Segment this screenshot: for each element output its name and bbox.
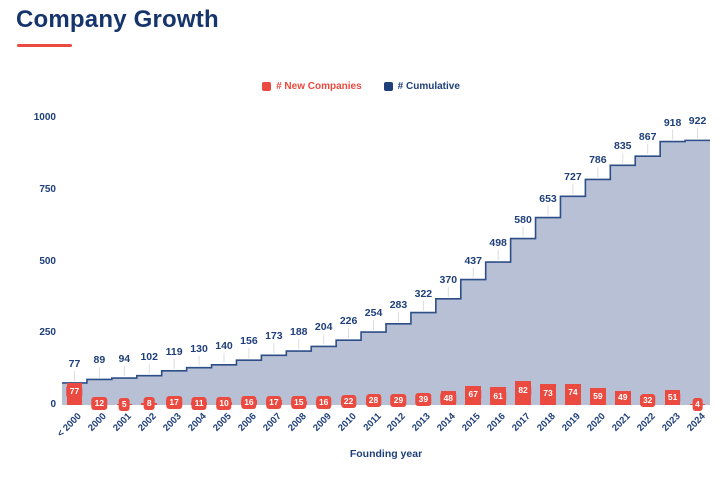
new-companies-value-2016: 61 xyxy=(490,389,506,403)
new-companies-value-2003: 17 xyxy=(166,396,182,410)
cumulative-label-2007: 173 xyxy=(265,330,283,343)
new-companies-value-2022: 32 xyxy=(639,393,656,407)
cumulative-label-2024: 922 xyxy=(688,115,707,128)
cumulative-label-2000: 77 xyxy=(68,357,81,370)
cumulative-label-2018: 653 xyxy=(539,192,557,205)
title-underline xyxy=(17,44,72,47)
cumulative-label-2002: 102 xyxy=(140,350,158,363)
cumulative-label-2000: 89 xyxy=(93,354,106,367)
cumulative-label-2019: 727 xyxy=(564,171,582,184)
new-companies-value-2010: 22 xyxy=(340,395,357,409)
cumulative-label-2022: 867 xyxy=(638,131,657,144)
new-companies-value-2024: 4 xyxy=(692,397,703,411)
cumulative-label-2020: 786 xyxy=(589,154,607,167)
cumulative-label-2008: 188 xyxy=(290,326,308,339)
new-companies-value-2012: 29 xyxy=(390,394,407,408)
x-axis-title: Founding year xyxy=(349,448,423,460)
new-companies-value-2006: 16 xyxy=(241,396,257,410)
cumulative-label-2005: 140 xyxy=(215,339,233,352)
legend-label-cumulative: # Cumulative xyxy=(397,81,460,92)
cumulative-label-2010: 226 xyxy=(339,315,358,328)
y-axis-tick-750: 750 xyxy=(39,183,56,195)
new-companies-value-2007: 17 xyxy=(266,396,282,410)
cumulative-label-2004: 130 xyxy=(190,342,208,355)
cumulative-label-2001: 94 xyxy=(118,353,131,366)
legend-label-new-companies: # New Companies xyxy=(276,81,362,92)
cumulative-label-2009: 204 xyxy=(314,321,333,334)
legend-item-new-companies[interactable]: # New Companies xyxy=(262,81,362,92)
new-companies-value-2000: 12 xyxy=(91,396,108,410)
cumulative-label-2003: 119 xyxy=(165,345,183,358)
new-companies-value-2015: 67 xyxy=(465,388,481,402)
new-companies-value-2011: 28 xyxy=(365,394,382,408)
page-title: Company Growth xyxy=(16,6,219,33)
cumulative-label-2021: 835 xyxy=(614,140,632,153)
new-companies-value-2023: 51 xyxy=(664,391,681,405)
new-companies-value-2013: 39 xyxy=(415,392,432,406)
new-companies-value-2001: 5 xyxy=(118,397,130,411)
cumulative-label-2023: 918 xyxy=(663,116,682,129)
new-companies-value-2004: 11 xyxy=(191,396,207,410)
y-axis-tick-1000: 1000 xyxy=(33,112,56,123)
cumulative-label-2016: 498 xyxy=(489,237,507,250)
cumulative-label-2012: 283 xyxy=(389,298,408,311)
y-axis-tick-0: 0 xyxy=(50,399,56,410)
cumulative-step-line xyxy=(62,139,710,384)
new-companies-value-2018: 73 xyxy=(540,386,556,400)
new-companies-value-2002: 8 xyxy=(143,397,155,411)
new-companies-swatch-icon xyxy=(262,82,272,91)
new-companies-value-2014: 48 xyxy=(440,391,457,405)
cumulative-label-2017: 580 xyxy=(514,213,532,226)
cumulative-swatch-icon xyxy=(383,82,393,91)
new-companies-value-2005: 10 xyxy=(216,397,232,411)
cumulative-label-2013: 322 xyxy=(414,287,433,300)
cumulative-label-2006: 156 xyxy=(240,335,258,348)
cumulative-step-area xyxy=(62,140,710,406)
new-companies-value-2009: 16 xyxy=(315,396,332,410)
new-companies-value-2020: 59 xyxy=(590,390,606,404)
y-axis-tick-250: 250 xyxy=(39,327,56,339)
cumulative-label-2015: 437 xyxy=(464,254,482,267)
cumulative-label-2014: 370 xyxy=(439,273,458,286)
new-companies-value-2000: 77 xyxy=(66,385,83,399)
chart-legend: # New Companies # Cumulative xyxy=(0,81,722,92)
legend-item-cumulative[interactable]: # Cumulative xyxy=(383,81,460,92)
new-companies-value-2019: 74 xyxy=(565,386,581,400)
new-companies-value-2017: 82 xyxy=(515,383,531,397)
new-companies-value-2021: 49 xyxy=(615,391,631,405)
new-companies-value-2008: 15 xyxy=(291,396,307,410)
y-axis-tick-500: 500 xyxy=(39,255,56,267)
cumulative-label-2011: 254 xyxy=(364,307,383,320)
